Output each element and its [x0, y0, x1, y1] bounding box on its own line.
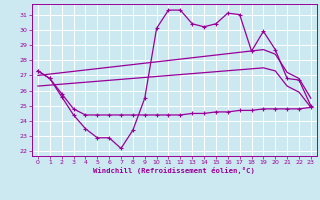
X-axis label: Windchill (Refroidissement éolien,°C): Windchill (Refroidissement éolien,°C)	[93, 167, 255, 174]
